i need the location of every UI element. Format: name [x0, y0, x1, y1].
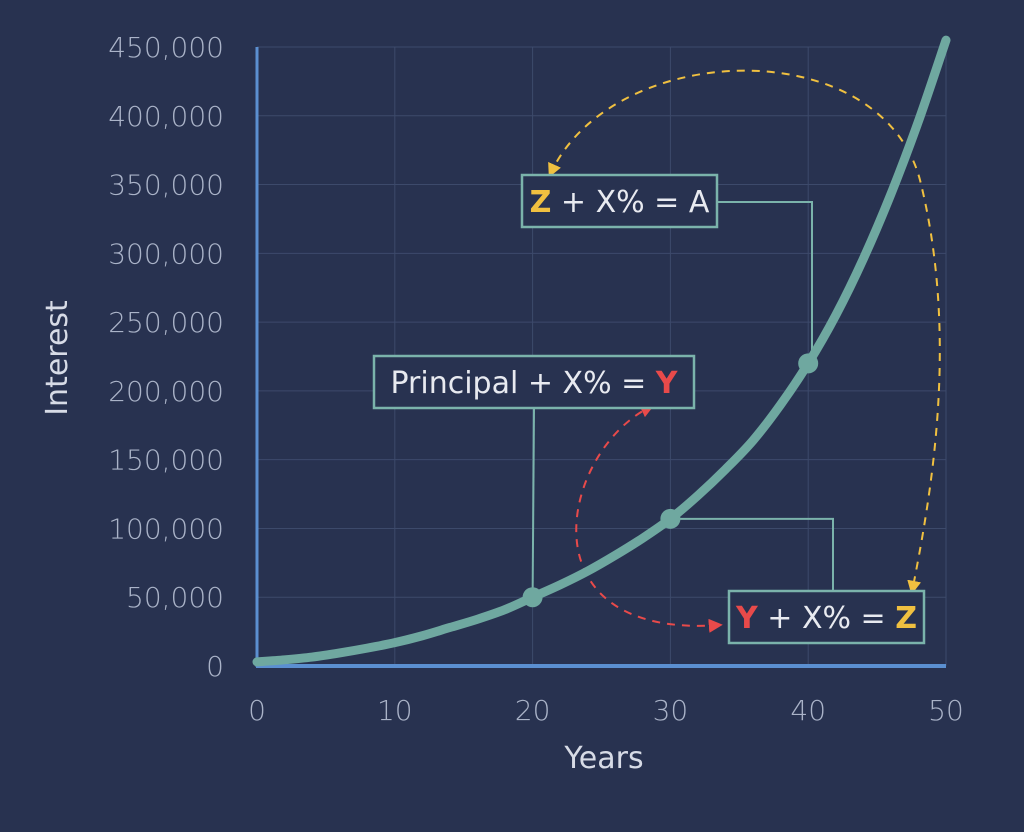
axes: [255, 47, 946, 668]
connector-y: [531, 407, 535, 598]
markers: [522, 353, 819, 608]
annotation-text-part: Principal: [390, 366, 518, 401]
annotation-text-part: Z: [530, 185, 552, 220]
x-tick-label: 50: [928, 694, 964, 727]
y-tick-label: 50,000: [126, 581, 224, 614]
y-tick-label: 400,000: [108, 100, 224, 133]
curve-marker: [798, 353, 819, 374]
y-tick-label: 350,000: [108, 169, 224, 202]
curve-marker: [660, 508, 681, 529]
annotation-text: Z + X% = A: [530, 185, 710, 220]
x-tick-label: 0: [248, 694, 266, 727]
y-axis-label: Interest: [40, 300, 75, 416]
y-tick-label: 200,000: [108, 375, 224, 408]
y-tick-label: 250,000: [108, 306, 224, 339]
x-tick-label: 20: [515, 694, 551, 727]
x-axis-label: Years: [563, 741, 643, 776]
y-tick-label: 450,000: [108, 31, 224, 64]
annotation-text-part: Z: [895, 601, 917, 636]
y-tick-label: 150,000: [108, 444, 224, 477]
arrow-z-to-a: [548, 69, 941, 595]
annotation-box: [727, 589, 926, 645]
x-tick-label: 40: [790, 694, 826, 727]
annotation-text: Y + X% = Z: [735, 601, 917, 636]
curve-marker: [522, 587, 543, 608]
grid: [257, 46, 947, 666]
annotation-text-part: + X% =: [758, 601, 895, 636]
x-tick-label: 10: [377, 694, 413, 727]
annotation-text-part: + X% =: [518, 366, 655, 401]
tick-labels: 0 10 20 30 40 50 0 50,000 100,000 150,000 200,000 2…: [108, 31, 964, 727]
annotation-text-part: + X% = A: [551, 185, 709, 220]
annotation-box: [372, 354, 696, 410]
annotation-text: Principal + X% = Y: [390, 366, 678, 401]
annotation-text-part: Y: [655, 366, 679, 401]
annotation-boxes: Principal + X% = YY + X% = ZZ + X% = A: [372, 173, 926, 645]
annotation-arrows: [548, 69, 941, 633]
connector-a: [717, 201, 813, 365]
x-tick-label: 30: [653, 694, 689, 727]
y-tick-label: 0: [206, 650, 224, 683]
growth-curve: [252, 35, 951, 667]
annotation-box: [520, 173, 719, 229]
arrow-y-to-z: [575, 404, 723, 633]
y-tick-label: 100,000: [108, 512, 224, 545]
curve: [252, 35, 951, 667]
annotation-text-part: Y: [735, 601, 759, 636]
y-tick-label: 300,000: [108, 237, 224, 270]
